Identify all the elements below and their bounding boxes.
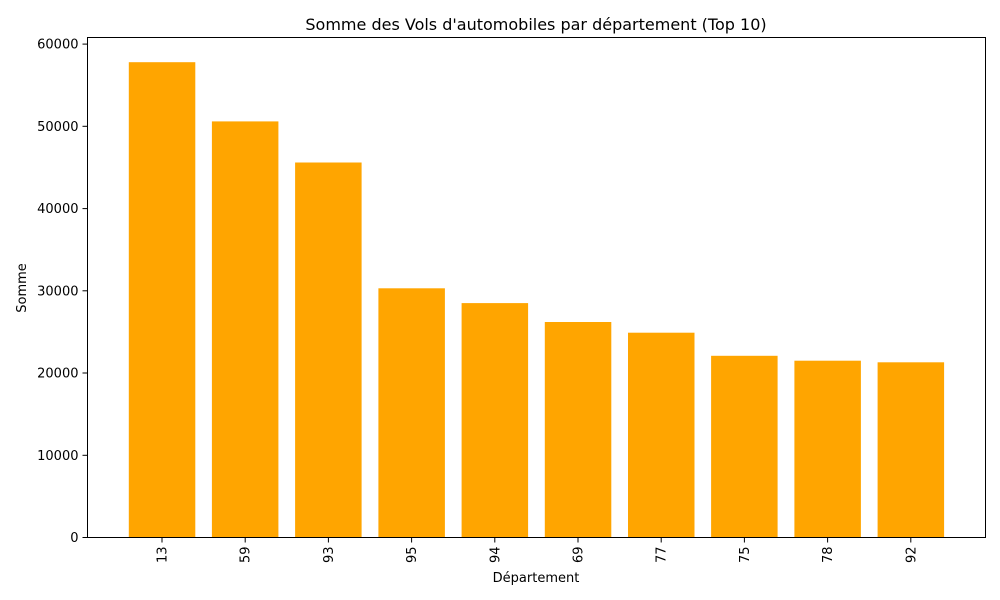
x-tick-label-59: 59 (239, 547, 254, 564)
bar-75 (711, 355, 778, 538)
x-tick-label-92: 92 (904, 547, 919, 564)
y-tick-label-60000: 60000 (37, 38, 78, 53)
y-tick-label-50000: 50000 (37, 120, 78, 135)
bar-78 (794, 360, 861, 538)
plot-frame (87, 37, 986, 538)
y-tick-label-20000: 20000 (37, 367, 78, 382)
bar-94 (461, 303, 529, 538)
y-tick-label-30000: 30000 (37, 284, 78, 299)
y-axis-ticks: 0 10000 20000 30000 40000 50000 60000 (37, 38, 88, 546)
chart-title: Somme des Vols d'automobiles par départe… (305, 15, 766, 34)
x-tick-label-13: 13 (156, 547, 171, 564)
x-axis-ticks: 13 59 93 95 94 69 77 75 78 92 (156, 537, 919, 564)
x-tick-label-78: 78 (821, 547, 836, 564)
x-axis-label: Département (493, 571, 580, 586)
y-tick-label-40000: 40000 (37, 202, 78, 217)
bar-95 (378, 288, 445, 538)
y-axis-label: Somme (15, 263, 30, 313)
y-tick-label-0: 0 (70, 531, 78, 546)
bars-group (128, 62, 945, 538)
x-tick-label-94: 94 (488, 547, 503, 564)
x-tick-label-95: 95 (405, 547, 420, 564)
bar-13 (128, 62, 196, 538)
bar-77 (628, 332, 695, 538)
y-tick-label-10000: 10000 (37, 449, 78, 464)
bar-59 (211, 121, 279, 538)
x-tick-label-69: 69 (572, 547, 587, 564)
x-tick-label-77: 77 (655, 547, 670, 564)
x-tick-label-93: 93 (322, 547, 337, 564)
bar-69 (544, 322, 612, 538)
bar-93 (295, 162, 362, 538)
bar-92 (877, 362, 945, 538)
x-tick-label-75: 75 (738, 547, 753, 564)
